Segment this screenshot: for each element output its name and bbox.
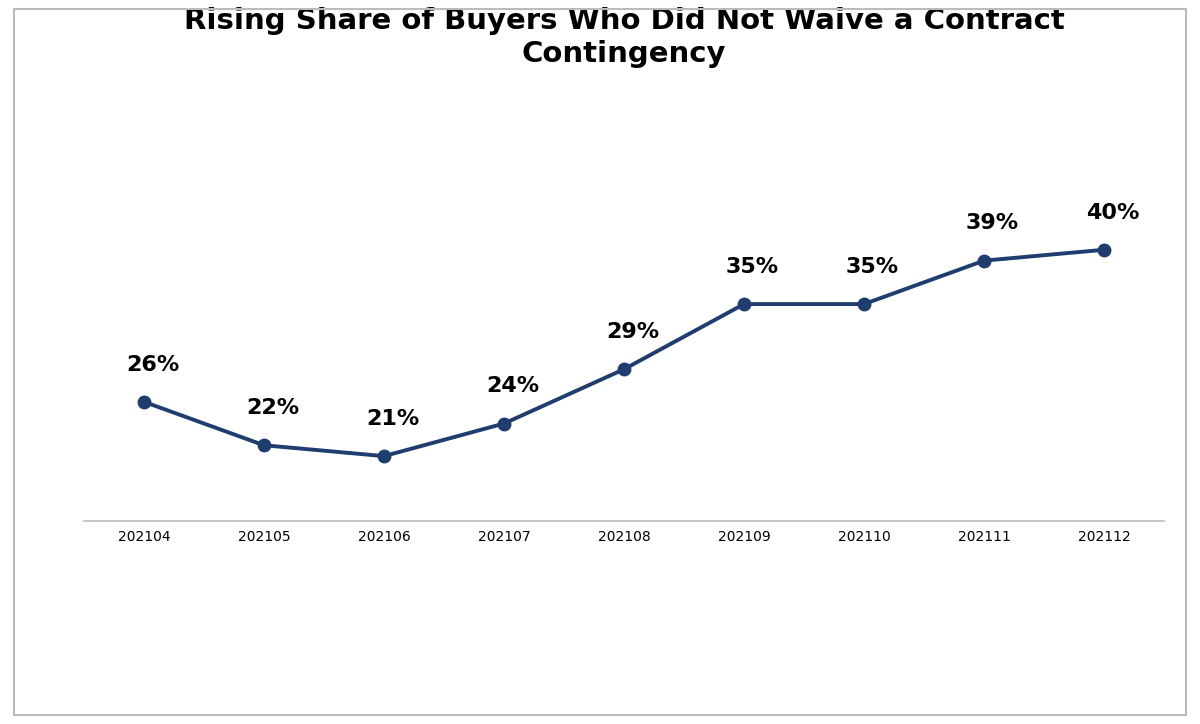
Text: 24%: 24% <box>486 376 539 397</box>
Text: 29%: 29% <box>606 322 659 342</box>
Text: 39%: 39% <box>966 214 1019 233</box>
Title: Rising Share of Buyers Who Did Not Waive a Contract
Contingency: Rising Share of Buyers Who Did Not Waive… <box>184 7 1064 68</box>
Text: 40%: 40% <box>1086 203 1139 223</box>
Text: 35%: 35% <box>846 257 899 277</box>
Text: 35%: 35% <box>726 257 779 277</box>
Text: 22%: 22% <box>246 398 299 418</box>
Text: 26%: 26% <box>126 355 179 375</box>
Text: 21%: 21% <box>366 409 419 429</box>
